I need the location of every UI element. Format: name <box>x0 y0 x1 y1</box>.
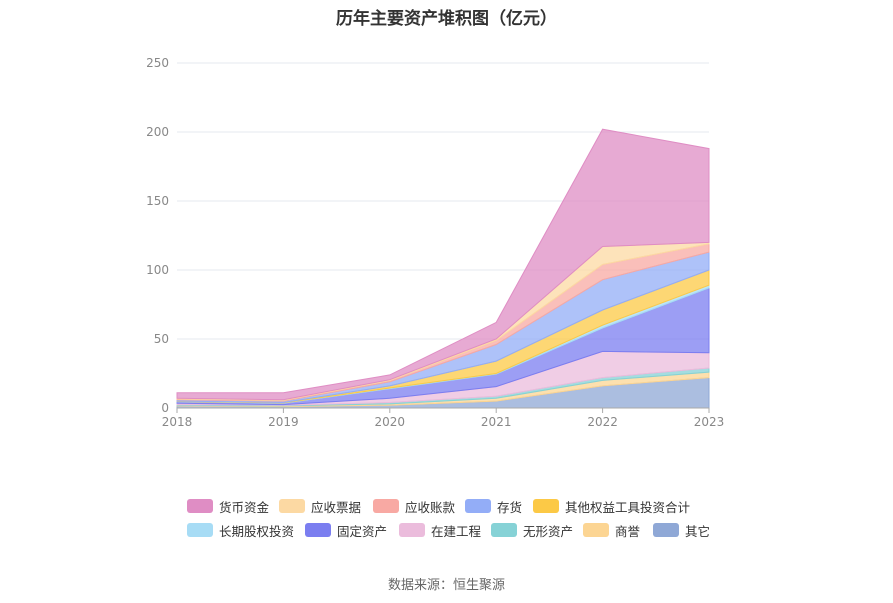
legend-label: 在建工程 <box>431 523 482 539</box>
y-tick-label: 200 <box>146 125 169 139</box>
legend-label: 应收账款 <box>405 499 456 515</box>
x-tick-label: 2020 <box>375 415 406 429</box>
legend-label: 长期股权投资 <box>219 523 295 539</box>
legend-swatch <box>187 499 213 513</box>
legend-label: 无形资产 <box>523 523 574 539</box>
legend-label: 其它 <box>685 523 711 539</box>
legend-row: 货币资金 应收票据 应收账款 存货 其他权益工具投资合计 <box>187 496 747 520</box>
legend-item[interactable]: 商誉 <box>583 520 640 540</box>
legend-item[interactable]: 在建工程 <box>399 520 481 540</box>
data-source-note: 数据来源：恒生聚源 <box>387 578 505 593</box>
legend-swatch <box>465 499 491 513</box>
legend-label: 商誉 <box>615 523 641 539</box>
legend: 货币资金 应收票据 应收账款 存货 其他权益工具投资合计 长期股权投资 固定资产 在建工程 无… <box>187 496 747 544</box>
y-tick-label: 50 <box>154 332 169 346</box>
x-tick-label: 2022 <box>587 415 618 429</box>
legend-item[interactable]: 货币资金 <box>187 496 269 516</box>
legend-swatch <box>305 523 331 537</box>
legend-swatch <box>399 523 425 537</box>
legend-item[interactable]: 存货 <box>465 496 522 516</box>
x-tick-label: 2019 <box>268 415 299 429</box>
legend-item[interactable]: 无形资产 <box>491 520 573 540</box>
legend-row: 长期股权投资 固定资产 在建工程 无形资产 商誉 其它 <box>187 520 747 544</box>
x-tick-label: 2018 <box>162 415 193 429</box>
legend-label: 固定资产 <box>337 523 388 539</box>
legend-item[interactable]: 固定资产 <box>305 520 387 540</box>
chart-title: 历年主要资产堆积图（亿元） <box>336 9 557 29</box>
legend-swatch <box>373 499 399 513</box>
legend-item[interactable]: 应收票据 <box>279 496 361 516</box>
y-tick-label: 0 <box>161 401 169 415</box>
x-tick-label: 2023 <box>694 415 725 429</box>
area-series <box>176 128 710 401</box>
legend-swatch <box>491 523 517 537</box>
legend-item[interactable]: 其它 <box>653 520 710 540</box>
y-tick-label: 250 <box>146 56 169 70</box>
x-tick-label: 2021 <box>481 415 512 429</box>
y-tick-label: 100 <box>146 263 169 277</box>
y-tick-label: 150 <box>146 194 169 208</box>
legend-label: 货币资金 <box>219 499 270 515</box>
legend-item[interactable]: 长期股权投资 <box>187 520 294 540</box>
legend-swatch <box>187 523 213 537</box>
legend-swatch <box>533 499 559 513</box>
legend-swatch <box>653 523 679 537</box>
legend-label: 应收票据 <box>311 499 362 515</box>
legend-item[interactable]: 应收账款 <box>373 496 455 516</box>
legend-item[interactable]: 其他权益工具投资合计 <box>533 496 690 516</box>
legend-label: 其他权益工具投资合计 <box>565 499 691 515</box>
legend-swatch <box>279 499 305 513</box>
legend-label: 存货 <box>497 499 523 515</box>
legend-swatch <box>583 523 609 537</box>
